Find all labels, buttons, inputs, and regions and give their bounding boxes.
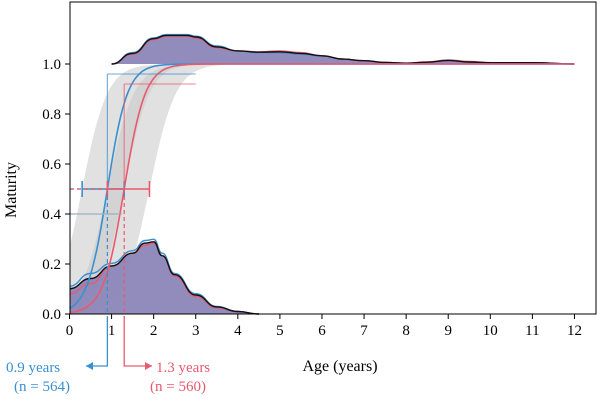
y-axis-ticks: 0.0 0.2 0.4 0.6 0.8 1.0	[42, 57, 70, 323]
x-tick-label-10: 10	[483, 323, 498, 339]
x-tick-label-11: 11	[525, 323, 539, 339]
blue-a50-label: 0.9 years	[6, 360, 60, 376]
x-tick-label-5: 5	[276, 323, 284, 339]
mature-density-fill	[111, 35, 575, 64]
a50-arrowhead-red	[145, 362, 152, 370]
a50-arrowhead-blue	[86, 362, 93, 370]
y-axis-label: Maturity	[3, 162, 20, 218]
mature-density-outline	[111, 34, 575, 65]
confidence-bands	[69, 64, 238, 314]
ogive-red	[69, 63, 575, 314]
x-tick-label-4: 4	[234, 323, 242, 339]
x-tick-label-1: 1	[108, 323, 116, 339]
a50-arrow-blue	[86, 316, 109, 367]
x-axis-ticks: 0 1 2 3 4 5 6 7 8 9 10 11 12	[66, 314, 582, 339]
y-tick-label-0: 0.0	[42, 307, 61, 323]
x-tick-label-12: 12	[567, 323, 582, 339]
plot-frame	[69, 1, 597, 315]
maturity-ogives	[69, 63, 575, 314]
x-tick-label-7: 7	[360, 323, 368, 339]
x-axis-label: Age (years)	[302, 358, 377, 375]
x-tick-label-0: 0	[66, 323, 74, 339]
red-a50-label: 1.3 years	[156, 360, 210, 376]
blue-n-label: (n = 564)	[14, 379, 70, 395]
y-tick-label-2: 0.4	[42, 207, 61, 223]
y-tick-label-3: 0.6	[42, 157, 61, 173]
x-tick-label-2: 2	[150, 323, 158, 339]
y-tick-label-5: 1.0	[42, 57, 61, 73]
x-tick-label-8: 8	[402, 323, 410, 339]
y-tick-label-4: 0.8	[42, 107, 61, 123]
x-tick-label-3: 3	[192, 323, 200, 339]
immature-density-fill	[69, 241, 259, 314]
a50-markers	[70, 73, 196, 370]
y-tick-label-1: 0.2	[42, 257, 61, 273]
red-n-label: (n = 560)	[150, 379, 206, 395]
density-curves	[69, 33, 575, 315]
x-tick-label-6: 6	[318, 323, 326, 339]
confidence-band-red	[69, 64, 238, 314]
x-tick-label-9: 9	[444, 323, 452, 339]
confidence-band-blue	[69, 64, 238, 311]
a50-arrow-red	[123, 316, 152, 367]
